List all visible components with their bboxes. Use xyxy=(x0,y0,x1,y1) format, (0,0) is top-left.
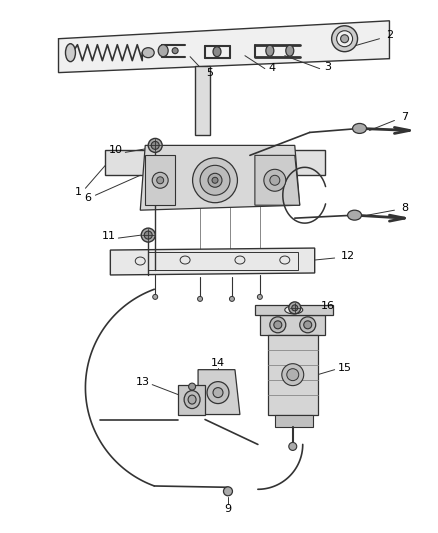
Ellipse shape xyxy=(158,45,168,56)
Text: 7: 7 xyxy=(401,112,408,123)
Polygon shape xyxy=(106,150,325,175)
Polygon shape xyxy=(110,248,314,275)
Ellipse shape xyxy=(144,231,152,239)
Ellipse shape xyxy=(353,124,367,133)
Ellipse shape xyxy=(266,45,274,56)
Polygon shape xyxy=(255,305,332,315)
Ellipse shape xyxy=(230,296,234,301)
Ellipse shape xyxy=(200,165,230,195)
Polygon shape xyxy=(198,370,240,415)
Text: 6: 6 xyxy=(84,193,91,203)
Ellipse shape xyxy=(207,382,229,403)
Text: 16: 16 xyxy=(321,301,335,311)
Text: 5: 5 xyxy=(207,68,214,78)
Polygon shape xyxy=(260,315,325,335)
Ellipse shape xyxy=(282,364,304,385)
Bar xyxy=(148,252,298,270)
Ellipse shape xyxy=(66,44,75,62)
Ellipse shape xyxy=(332,26,357,52)
Polygon shape xyxy=(140,146,300,210)
Ellipse shape xyxy=(264,169,286,191)
Ellipse shape xyxy=(157,177,164,184)
Text: 2: 2 xyxy=(386,30,393,40)
Ellipse shape xyxy=(184,391,200,409)
Ellipse shape xyxy=(274,321,282,329)
Ellipse shape xyxy=(189,383,196,390)
Ellipse shape xyxy=(208,173,222,187)
Ellipse shape xyxy=(270,175,280,185)
Ellipse shape xyxy=(341,35,349,43)
Ellipse shape xyxy=(270,317,286,333)
Text: 14: 14 xyxy=(211,358,225,368)
Ellipse shape xyxy=(142,47,154,58)
Ellipse shape xyxy=(213,47,221,56)
Text: 12: 12 xyxy=(340,251,355,261)
Text: 11: 11 xyxy=(101,231,115,241)
Ellipse shape xyxy=(258,294,262,300)
Ellipse shape xyxy=(337,31,353,47)
Ellipse shape xyxy=(188,395,196,404)
Text: 10: 10 xyxy=(108,146,122,155)
Ellipse shape xyxy=(198,296,202,301)
Ellipse shape xyxy=(292,305,298,311)
Ellipse shape xyxy=(286,45,294,56)
Ellipse shape xyxy=(151,141,159,149)
Ellipse shape xyxy=(348,210,361,220)
Polygon shape xyxy=(255,155,300,205)
Text: 1: 1 xyxy=(75,187,82,197)
Ellipse shape xyxy=(141,228,155,242)
Ellipse shape xyxy=(172,47,178,54)
Ellipse shape xyxy=(193,158,237,203)
Ellipse shape xyxy=(213,387,223,398)
Ellipse shape xyxy=(152,172,168,188)
Text: 13: 13 xyxy=(136,377,150,386)
Ellipse shape xyxy=(304,321,312,329)
Polygon shape xyxy=(195,66,210,135)
Text: 8: 8 xyxy=(401,203,408,213)
Ellipse shape xyxy=(223,487,233,496)
Polygon shape xyxy=(178,385,205,415)
Polygon shape xyxy=(59,21,389,72)
Polygon shape xyxy=(268,335,318,415)
Text: 3: 3 xyxy=(324,62,331,71)
Ellipse shape xyxy=(285,306,303,314)
Ellipse shape xyxy=(148,139,162,152)
Ellipse shape xyxy=(153,294,158,300)
Polygon shape xyxy=(145,155,175,205)
Ellipse shape xyxy=(287,369,299,381)
Text: 4: 4 xyxy=(268,63,276,72)
Ellipse shape xyxy=(300,317,316,333)
Ellipse shape xyxy=(289,302,301,314)
Polygon shape xyxy=(275,415,313,427)
Text: 15: 15 xyxy=(338,362,352,373)
Ellipse shape xyxy=(289,442,297,450)
Text: 9: 9 xyxy=(224,504,232,514)
Ellipse shape xyxy=(212,177,218,183)
